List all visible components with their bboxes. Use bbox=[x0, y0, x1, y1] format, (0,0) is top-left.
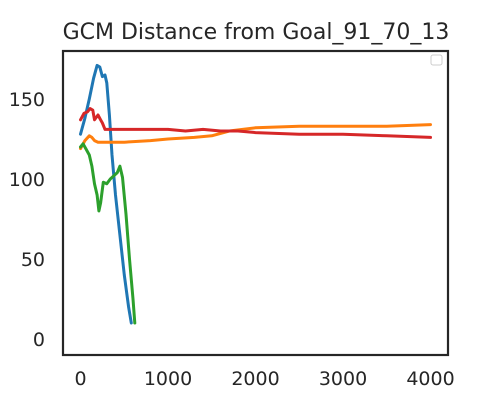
plot-frame bbox=[61, 49, 450, 357]
series-layer bbox=[79, 63, 432, 325]
chart-title: GCM Distance from Goal_91_70_13 bbox=[63, 20, 450, 45]
x-tick-label: 0 bbox=[74, 368, 86, 390]
series-line-1 bbox=[79, 63, 133, 325]
y-tick-label: 0 bbox=[33, 329, 45, 351]
legend-box bbox=[430, 54, 443, 66]
series-line-2 bbox=[79, 123, 432, 151]
y-tick-label: 150 bbox=[9, 89, 45, 111]
y-tick-label: 100 bbox=[9, 169, 45, 191]
x-tick-label: 3000 bbox=[319, 368, 367, 390]
x-tick-label: 4000 bbox=[406, 368, 454, 390]
series-line-4 bbox=[79, 107, 432, 139]
y-tick-label: 50 bbox=[21, 249, 45, 271]
series-line-3 bbox=[79, 142, 137, 325]
x-tick-label: 2000 bbox=[231, 368, 279, 390]
x-tick-label: 1000 bbox=[144, 368, 192, 390]
tick-layer: 0 1000 2000 3000 4000 0 50 100 150 bbox=[9, 89, 455, 390]
